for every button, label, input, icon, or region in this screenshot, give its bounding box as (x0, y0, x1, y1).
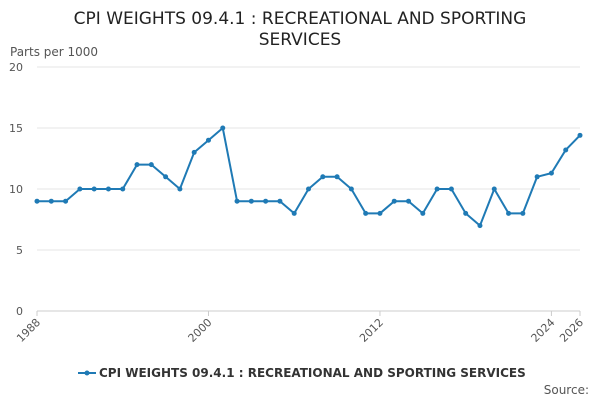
data-point-2004[interactable] (263, 198, 269, 204)
data-point-1990[interactable] (63, 198, 69, 204)
data-point-2015[interactable] (420, 210, 426, 216)
data-point-2021[interactable] (506, 210, 512, 216)
x-axis: 1988 2000 2012 2024 2026 (14, 310, 586, 345)
x-tick-label-1: 2000 (186, 316, 215, 345)
data-point-2011[interactable] (363, 210, 369, 216)
x-tick-label-4: 2026 (557, 316, 586, 345)
data-point-2007[interactable] (306, 186, 311, 192)
y-axis-ticks: 0 5 10 15 20 (9, 61, 23, 318)
y-tick-label-2: 10 (9, 183, 23, 196)
data-point-2005[interactable] (277, 198, 283, 204)
y-axis-label: Parts per 1000 (10, 45, 98, 59)
data-point-1996[interactable] (148, 162, 154, 168)
data-point-1995[interactable] (134, 162, 140, 168)
data-point-2026[interactable] (577, 132, 583, 138)
data-point-2022[interactable] (520, 210, 526, 216)
data-point-2025[interactable] (563, 147, 569, 153)
data-point-2002[interactable] (234, 198, 240, 204)
data-point-2013[interactable] (391, 198, 397, 204)
data-point-1997[interactable] (163, 174, 169, 180)
data-point-1998[interactable] (177, 186, 183, 192)
y-tick-label-0: 0 (16, 305, 23, 318)
gridlines (37, 66, 580, 251)
x-tick-label-3: 2024 (529, 316, 558, 345)
data-point-2014[interactable] (406, 198, 412, 204)
data-point-1999[interactable] (191, 149, 197, 155)
legend[interactable]: CPI WEIGHTS 09.4.1 : RECREATIONAL AND SP… (78, 366, 526, 380)
source-label: Source: (544, 383, 589, 397)
y-tick-label-3: 15 (9, 122, 23, 135)
chart-title-line-1: CPI WEIGHTS 09.4.1 : RECREATIONAL AND SP… (74, 9, 527, 29)
chart-title-line-2: SERVICES (259, 30, 341, 50)
series-line-0 (37, 127, 581, 227)
data-point-2010[interactable] (348, 186, 354, 192)
data-point-2008[interactable] (320, 174, 326, 180)
x-tick-label-2: 2012 (357, 316, 386, 345)
series-layer (34, 125, 583, 229)
data-point-2020[interactable] (491, 186, 497, 192)
data-point-2019[interactable] (477, 223, 483, 229)
x-tick-label-0: 1988 (14, 316, 43, 345)
legend-point-marker (84, 370, 90, 376)
data-point-2024[interactable] (548, 170, 554, 176)
y-tick-label-4: 20 (9, 61, 23, 74)
legend-label: CPI WEIGHTS 09.4.1 : RECREATIONAL AND SP… (99, 366, 526, 380)
data-point-2001[interactable] (220, 125, 226, 131)
data-point-1988[interactable] (34, 198, 40, 204)
data-point-2023[interactable] (534, 174, 540, 180)
data-point-1993[interactable] (105, 186, 111, 192)
data-point-1994[interactable] (120, 186, 126, 192)
data-point-2018[interactable] (463, 210, 469, 216)
data-point-1992[interactable] (91, 186, 97, 192)
data-point-2003[interactable] (248, 198, 254, 204)
y-tick-label-1: 5 (16, 244, 23, 257)
data-point-1989[interactable] (48, 198, 54, 204)
data-point-1991[interactable] (77, 186, 83, 192)
data-point-2016[interactable] (434, 186, 440, 192)
data-point-2006[interactable] (291, 210, 297, 216)
data-point-2017[interactable] (448, 186, 454, 192)
data-point-2000[interactable] (205, 137, 211, 143)
data-point-2012[interactable] (377, 210, 383, 216)
data-point-2009[interactable] (334, 174, 340, 180)
